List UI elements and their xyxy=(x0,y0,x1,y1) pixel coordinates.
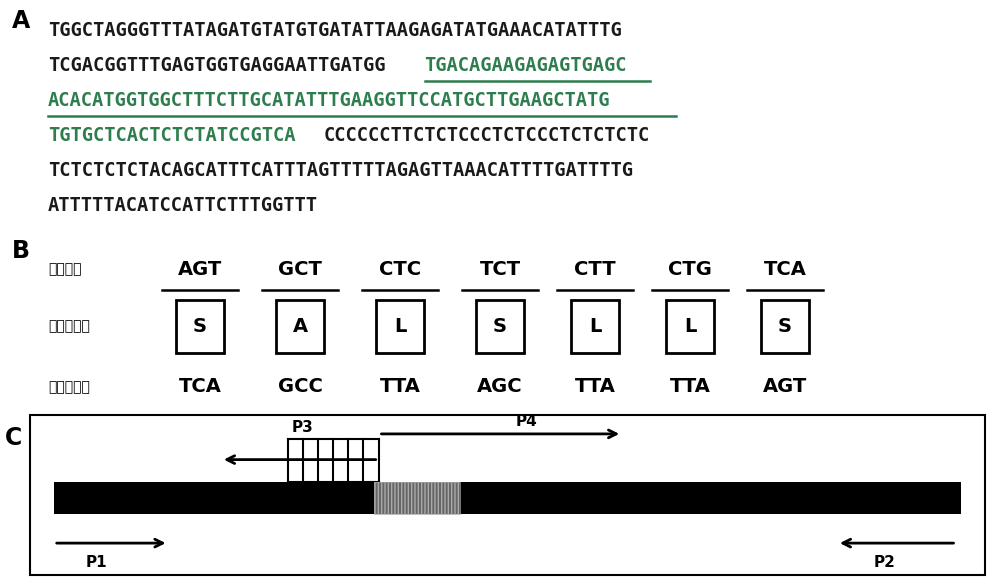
Text: 突变后序列: 突变后序列 xyxy=(48,380,90,394)
Text: TCA: TCA xyxy=(179,377,221,397)
Text: L: L xyxy=(589,317,601,336)
Text: B: B xyxy=(12,239,30,263)
Text: AGT: AGT xyxy=(178,260,222,279)
Text: P2: P2 xyxy=(874,555,896,570)
Text: TTA: TTA xyxy=(670,377,710,397)
Bar xyxy=(476,300,524,353)
Text: AGC: AGC xyxy=(477,377,523,397)
Text: A: A xyxy=(292,317,308,336)
Text: 原始序列: 原始序列 xyxy=(48,262,82,276)
Text: P4: P4 xyxy=(516,413,537,429)
Text: S: S xyxy=(778,317,792,336)
Bar xyxy=(374,482,460,514)
Text: CTC: CTC xyxy=(379,260,421,279)
Text: ATTTTTACATCCATTCTTTGGTTT: ATTTTTACATCCATTCTTTGGTTT xyxy=(48,196,318,215)
Bar xyxy=(666,300,714,353)
Text: CTT: CTT xyxy=(574,260,616,279)
Text: GCT: GCT xyxy=(278,260,322,279)
Text: TGACAGAAGAGAGTGAGC: TGACAGAAGAGAGTGAGC xyxy=(424,56,627,75)
Text: CTG: CTG xyxy=(668,260,712,279)
Text: TGGCTAGGGTTTATAGATGTATGTGATATTAAGAGATATGAAACATATTTG: TGGCTAGGGTTTATAGATGTATGTGATATTAAGAGATATG… xyxy=(48,21,622,40)
Text: L: L xyxy=(394,317,406,336)
Text: S: S xyxy=(493,317,507,336)
Text: TTA: TTA xyxy=(575,377,615,397)
Text: TCTCTCTCTACAGCATTTCATTTAGTTTTTAGAGTTAAACATTTTGATTTTG: TCTCTCTCTACAGCATTTCATTTAGTTTTTAGAGTTAAAC… xyxy=(48,161,633,180)
Text: C: C xyxy=(5,426,22,450)
Text: P3: P3 xyxy=(291,420,313,435)
Text: CCCCCCTTCTCTCCCTCTCCCTCTCTCTC: CCCCCCTTCTCTCCCTCTCCCTCTCTCTC xyxy=(324,126,650,145)
Bar xyxy=(176,300,224,353)
Bar xyxy=(761,300,809,353)
Text: AGT: AGT xyxy=(763,377,807,397)
Text: TCGACGGTTTGAGTGGTGAGGAATTGATGG: TCGACGGTTTGAGTGGTGAGGAATTGATGG xyxy=(48,56,386,75)
Bar xyxy=(54,482,961,514)
Bar xyxy=(376,300,424,353)
Text: GCC: GCC xyxy=(278,377,322,397)
Bar xyxy=(571,300,619,353)
Text: 氨基酸序列: 氨基酸序列 xyxy=(48,319,90,333)
Bar xyxy=(276,300,324,353)
Text: TTA: TTA xyxy=(380,377,420,397)
Text: L: L xyxy=(684,317,696,336)
Text: S: S xyxy=(193,317,207,336)
Bar xyxy=(374,482,460,514)
Text: A: A xyxy=(12,9,30,33)
Text: TCT: TCT xyxy=(479,260,521,279)
Text: ACACATGGTGGCTTTCTTGCATATTTGAAGGTTCCATGCTTGAAGCTATG: ACACATGGTGGCTTTCTTGCATATTTGAAGGTTCCATGCT… xyxy=(48,91,610,110)
Text: TCA: TCA xyxy=(764,260,806,279)
Text: TGTGCTCACTCTCTATCCGTCA: TGTGCTCACTCTCTATCCGTCA xyxy=(48,126,296,145)
Text: P1: P1 xyxy=(86,555,108,570)
